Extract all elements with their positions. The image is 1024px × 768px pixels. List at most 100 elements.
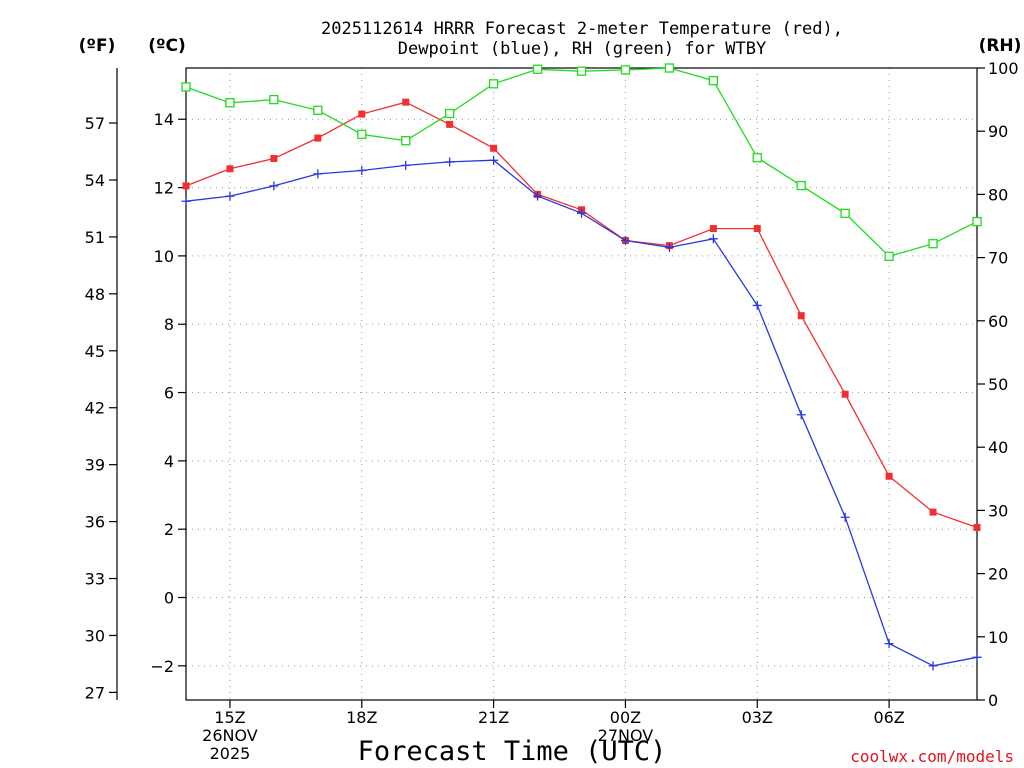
- chart-title-line2: Dewpoint (blue), RH (green) for WTBY: [398, 39, 766, 59]
- rh-tick-label: 100: [988, 59, 1019, 78]
- celsius-tick-label: 2: [164, 520, 174, 539]
- temperature-point: [753, 225, 761, 233]
- fahrenheit-tick-label: 51: [85, 228, 105, 247]
- fahrenheit-tick-label: 33: [85, 570, 105, 589]
- celsius-tick-label: 12: [154, 179, 174, 198]
- temperature-point: [885, 472, 893, 480]
- rh-point: [884, 251, 894, 261]
- rh-point: [401, 136, 411, 146]
- rh-tick-label: 20: [988, 565, 1008, 584]
- dewpoint-point: [489, 155, 499, 165]
- x-tick-label: 26NOV: [202, 726, 258, 745]
- dewpoint-point: [840, 512, 850, 522]
- dewpoint-point: [708, 234, 718, 244]
- celsius-tick-label: 14: [154, 110, 174, 129]
- rh-tick-label: 90: [988, 122, 1008, 141]
- temperature-point: [490, 144, 498, 152]
- fahrenheit-tick-label: 27: [85, 683, 105, 702]
- chart-title-line1: 2025112614 HRRR Forecast 2-meter Tempera…: [321, 19, 843, 39]
- rh-point: [445, 108, 455, 119]
- rh-point: [664, 63, 675, 73]
- rh-tick-label: 60: [988, 312, 1008, 331]
- dewpoint-point: [972, 652, 982, 662]
- rh-tick-label: 0: [988, 691, 998, 710]
- rh-point: [181, 82, 191, 92]
- rh-point: [796, 180, 806, 191]
- dewpoint-series: [181, 155, 982, 671]
- temperature-point: [797, 312, 805, 320]
- temperature-point: [226, 165, 234, 173]
- fahrenheit-tick-label: 45: [85, 342, 105, 361]
- series-layer: [181, 63, 982, 671]
- dewpoint-point: [620, 236, 630, 246]
- x-axis-label: Forecast Time (UTC): [358, 736, 667, 767]
- temperature-point: [446, 120, 454, 128]
- dewpoint-point: [884, 639, 894, 649]
- rh-line: [185, 67, 978, 258]
- rh-point: [532, 64, 543, 74]
- dewpoint-point: [181, 196, 191, 206]
- rh-point: [840, 208, 850, 219]
- fahrenheit-unit-label: (ºF): [79, 36, 116, 56]
- rh-point: [620, 65, 631, 75]
- dewpoint-line: [185, 159, 978, 667]
- dewpoint-point: [313, 169, 323, 179]
- rh-point: [708, 75, 718, 86]
- celsius-tick-label: 0: [164, 589, 174, 608]
- rh-tick-label: 10: [988, 628, 1008, 647]
- dewpoint-point: [664, 242, 674, 252]
- fahrenheit-tick-label: 36: [85, 513, 105, 532]
- axes-layer: [109, 67, 985, 708]
- dewpoint-point: [752, 300, 762, 310]
- dewpoint-point: [796, 410, 806, 420]
- temperature-point: [358, 110, 366, 118]
- rh-point: [928, 239, 938, 249]
- rh-tick-label: 30: [988, 501, 1008, 520]
- rh-point: [357, 129, 367, 140]
- fahrenheit-tick-label: 39: [85, 456, 105, 475]
- dewpoint-point: [269, 181, 279, 191]
- fahrenheit-tick-label: 30: [85, 626, 105, 645]
- fahrenheit-tick-label: 54: [85, 171, 105, 190]
- x-tick-label: 2025: [210, 744, 251, 763]
- plot-frame: [185, 67, 978, 701]
- dewpoint-point: [533, 191, 543, 201]
- celsius-tick-label: 4: [164, 452, 174, 471]
- celsius-tick-label: −2: [150, 657, 174, 676]
- temperature-point: [709, 225, 717, 233]
- credit-text: coolwx.com/models: [850, 747, 1014, 766]
- dewpoint-point: [357, 165, 367, 175]
- tick-labels-layer: −2 0 2 4 6 8 10 12 14 27 30 33 36 39 42 45 48 51 54 57 0 10 20…: [85, 59, 1019, 763]
- rh-point: [576, 66, 587, 76]
- grid-layer: [186, 68, 977, 700]
- x-tick-label: 21Z: [478, 708, 509, 727]
- fahrenheit-tick-label: 48: [85, 285, 105, 304]
- temperature-line: [185, 101, 978, 529]
- x-tick-label: 00Z: [610, 708, 641, 727]
- x-tick-label: 15Z: [214, 708, 245, 727]
- x-tick-label: 06Z: [873, 708, 904, 727]
- temperature-point: [182, 182, 190, 190]
- celsius-unit-label: (ºC): [148, 36, 186, 56]
- rh-tick-label: 50: [988, 375, 1008, 394]
- dewpoint-point: [928, 661, 938, 671]
- x-tick-label: 03Z: [742, 708, 773, 727]
- temperature-point: [973, 523, 981, 531]
- rh-point: [752, 153, 762, 163]
- celsius-tick-label: 8: [164, 315, 174, 334]
- rh-point: [972, 216, 982, 227]
- rh-unit-label: (RH): [979, 36, 1022, 56]
- rh-point: [269, 94, 279, 105]
- dewpoint-point: [401, 160, 411, 170]
- dewpoint-point: [225, 191, 235, 201]
- rh-tick-label: 70: [988, 249, 1008, 268]
- rh-tick-label: 40: [988, 438, 1008, 457]
- temperature-point: [402, 98, 410, 106]
- x-tick-label: 27NOV: [598, 726, 654, 745]
- temperature-point: [314, 134, 322, 142]
- temperature-point: [929, 508, 937, 516]
- rh-point: [225, 98, 235, 108]
- rh-point: [488, 79, 499, 89]
- rh-tick-label: 80: [988, 185, 1008, 204]
